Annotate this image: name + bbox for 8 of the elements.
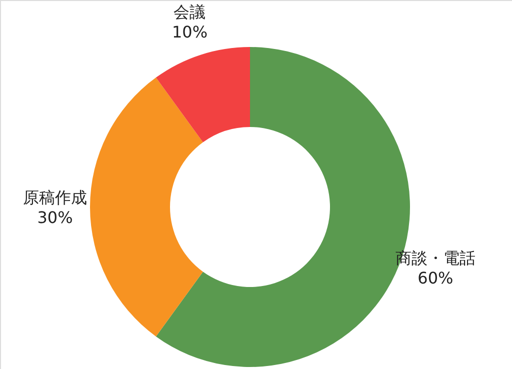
donut-slice xyxy=(156,47,250,142)
data-label: 10% xyxy=(172,22,208,42)
donut-slice xyxy=(90,78,203,336)
donut-slice xyxy=(156,47,410,367)
slice-label: 原稿作成 xyxy=(23,188,87,207)
data-label: 60% xyxy=(418,268,454,288)
slice-label: 会議 xyxy=(174,2,206,22)
data-label: 30% xyxy=(37,208,73,227)
